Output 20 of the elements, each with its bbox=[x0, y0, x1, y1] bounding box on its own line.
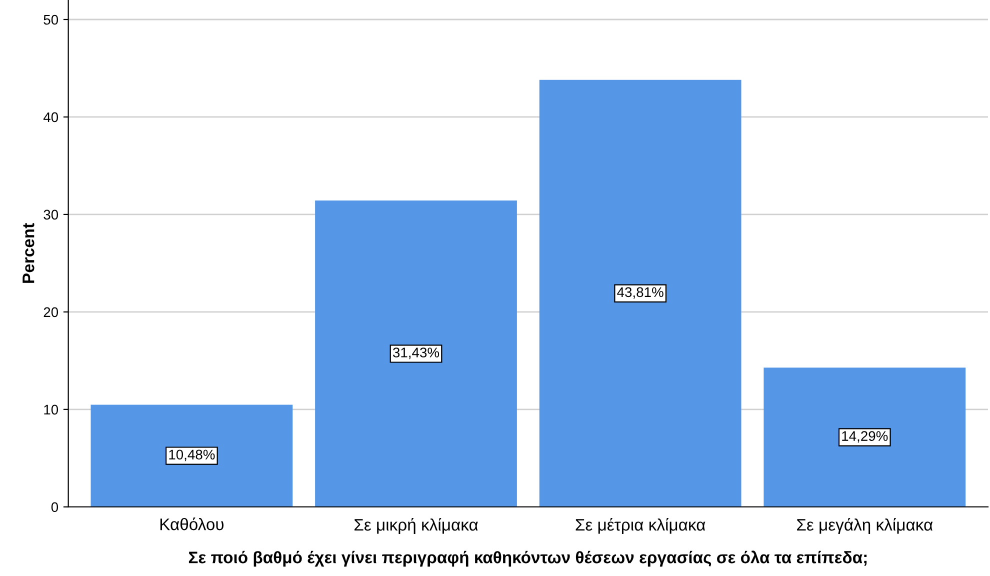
x-axis-title: Σε ποιό βαθμό έχει γίνει περιγραφή καθηκόντων θέσεων εργασίας σε όλα τα επίπεδα; bbox=[188, 550, 867, 567]
bar bbox=[90, 404, 293, 507]
y-tick-label: 10 bbox=[44, 404, 58, 415]
bar bbox=[539, 80, 742, 507]
x-tick-label: Καθόλου bbox=[160, 518, 224, 530]
y-tick-label: 50 bbox=[44, 14, 58, 25]
y-tick-label: 40 bbox=[43, 112, 58, 122]
bar bbox=[315, 200, 517, 507]
x-tick-label: Σε μικρή κλίμακα bbox=[354, 518, 478, 534]
x-tick-label: Σε μεγάλη κλίμακα bbox=[797, 518, 933, 534]
x-tick-label: Σε μέτρια κλίμακα bbox=[576, 518, 706, 534]
bar bbox=[764, 368, 966, 507]
y-tick-label: 30 bbox=[44, 210, 58, 220]
y-axis-title: Percent bbox=[22, 223, 34, 283]
data-label: 14,29% bbox=[842, 431, 888, 443]
y-tick-label: 20 bbox=[44, 307, 58, 318]
data-label: 10,48% bbox=[169, 450, 215, 462]
data-label: 31,43% bbox=[392, 348, 440, 360]
data-label: 43,81% bbox=[617, 287, 664, 299]
y-tick-label: 0 bbox=[51, 502, 58, 512]
